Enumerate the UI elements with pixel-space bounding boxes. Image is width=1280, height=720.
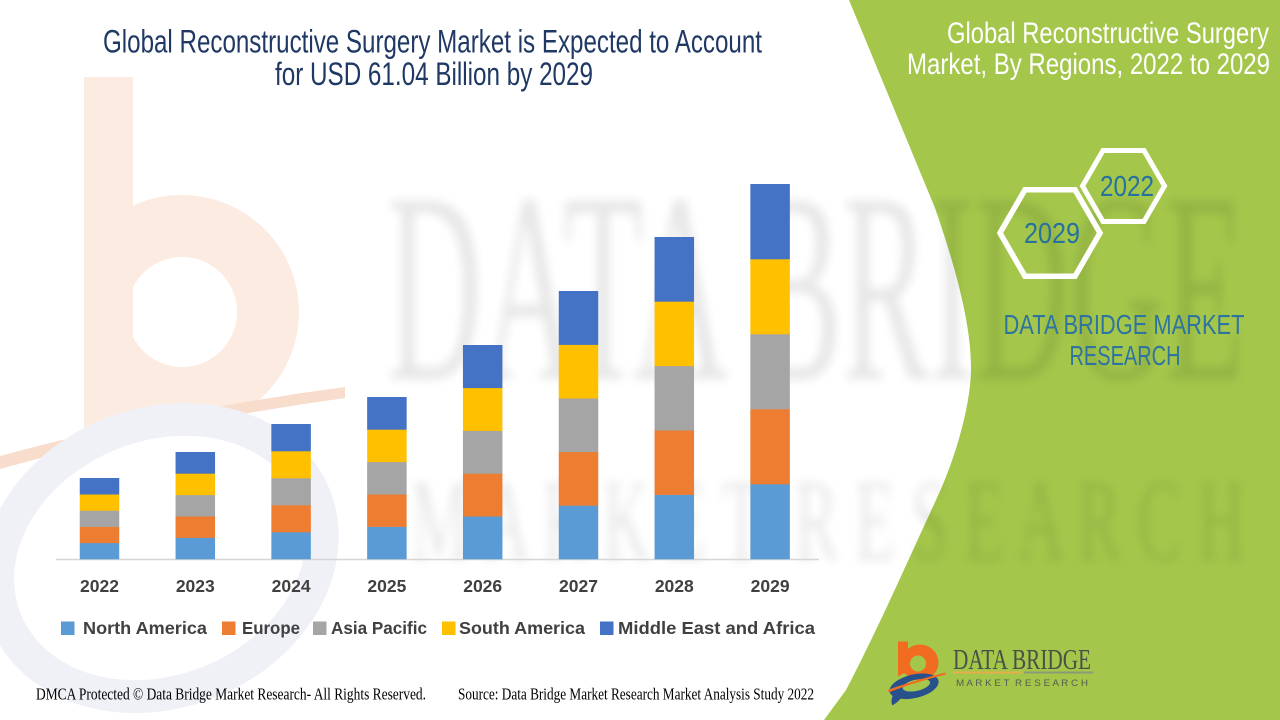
- svg-text:2029: 2029: [1024, 218, 1080, 250]
- svg-text:2025: 2025: [367, 576, 406, 596]
- svg-text:M A R K E T R E S E A R C H: M A R K E T R E S E A R C H: [411, 455, 1245, 586]
- svg-text:Europe: Europe: [242, 618, 300, 638]
- svg-text:2024: 2024: [272, 576, 311, 596]
- svg-text:DATA BRIDGE: DATA BRIDGE: [953, 645, 1091, 676]
- svg-text:2026: 2026: [463, 576, 502, 596]
- svg-text:2023: 2023: [176, 576, 215, 596]
- svg-text:Global Reconstructive Surgery: Global Reconstructive Surgery: [947, 17, 1269, 50]
- svg-text:2029: 2029: [751, 576, 790, 596]
- svg-text:North America: North America: [83, 618, 207, 638]
- svg-text:DMCA Protected © Data Bridge M: DMCA Protected © Data Bridge Market Rese…: [36, 685, 426, 704]
- svg-text:Middle East and Africa: Middle East and Africa: [618, 618, 815, 638]
- svg-text:Market, By Regions, 2022 to 20: Market, By Regions, 2022 to 2029: [907, 48, 1270, 81]
- svg-text:RESEARCH: RESEARCH: [1070, 340, 1181, 371]
- svg-text:2028: 2028: [655, 576, 694, 596]
- svg-text:Source: Data Bridge Market Res: Source: Data Bridge Market Research Mark…: [458, 685, 814, 704]
- svg-text:Global Reconstructive Surgery: Global Reconstructive Surgery Market is …: [103, 24, 762, 60]
- svg-text:Asia Pacific: Asia Pacific: [331, 618, 427, 638]
- svg-text:DATA BRIDGE: DATA BRIDGE: [387, 137, 1245, 438]
- svg-text:for USD 61.04 Billion by 2029: for USD 61.04 Billion by 2029: [275, 56, 593, 92]
- svg-text:2027: 2027: [559, 576, 598, 596]
- svg-text:2022: 2022: [1100, 171, 1154, 203]
- svg-text:2022: 2022: [80, 576, 119, 596]
- svg-text:DATA BRIDGE MARKET: DATA BRIDGE MARKET: [1004, 309, 1245, 340]
- svg-text:South America: South America: [459, 618, 585, 638]
- svg-text:M A R K E T R E S E A R C H: M A R K E T R E S E A R C H: [956, 678, 1088, 689]
